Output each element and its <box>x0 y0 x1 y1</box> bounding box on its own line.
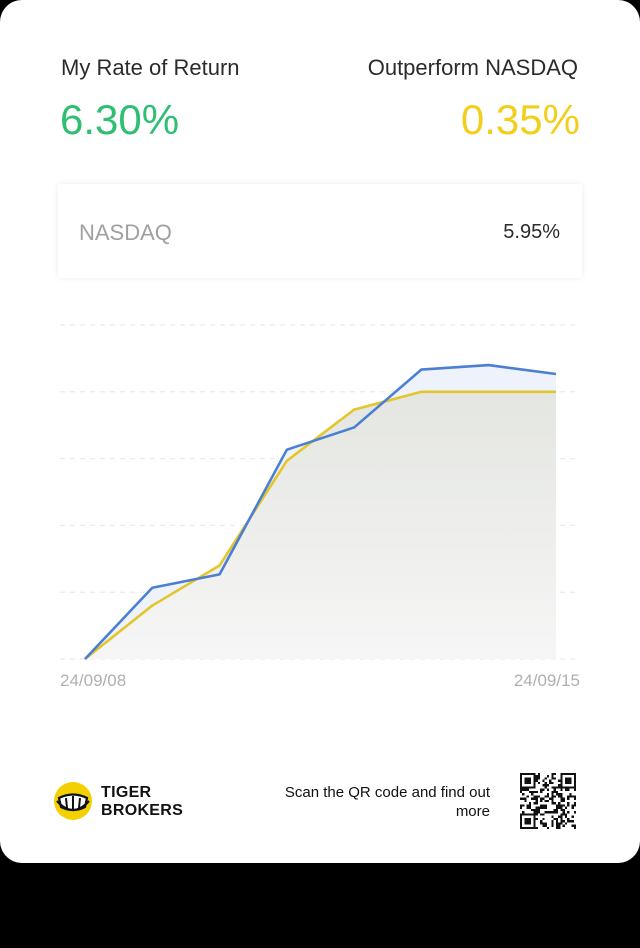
my-return-value: 6.30% <box>60 96 180 143</box>
return-chart: 24/09/08 24/09/15 <box>60 324 580 690</box>
benchmark-value: 5.95% <box>503 221 560 243</box>
brand-line2: BROKERS <box>101 802 184 819</box>
brand-name: TIGER BROKERS <box>101 784 183 820</box>
my-return-line <box>84 363 557 660</box>
chart-areas <box>85 365 556 659</box>
benchmark-box: NASDAQ 5.95% <box>58 184 582 278</box>
benchmark-name: NASDAQ <box>79 220 172 245</box>
x-tick-end: 24/09/15 <box>514 671 580 690</box>
brand-line1: TIGER <box>101 784 152 801</box>
outperform-value: 0.35% <box>460 96 580 143</box>
x-tick-start: 24/09/08 <box>60 671 126 690</box>
qr-code-icon[interactable] <box>520 773 576 829</box>
outperform-label: Outperform NASDAQ <box>367 55 578 80</box>
tiger-logo-icon <box>54 782 92 820</box>
chart-lines <box>84 363 557 661</box>
nasdaq-area <box>85 391 556 659</box>
share-card: My Rate of Return Outperform NASDAQ 6.30… <box>0 0 640 863</box>
qr-cta-text: Scan the QR code and find out more <box>284 784 490 820</box>
nasdaq-line <box>84 390 556 661</box>
my-return-label: My Rate of Return <box>61 55 240 80</box>
